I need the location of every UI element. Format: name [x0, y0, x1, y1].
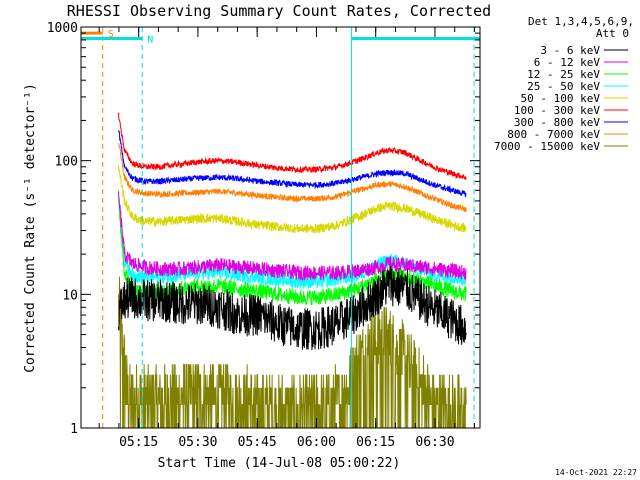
plot-frame	[80, 26, 481, 429]
x-tick-label: 05:45	[238, 435, 277, 450]
legend-header-line-2: Att 0	[596, 27, 629, 40]
series-line-800-7000kev	[118, 143, 467, 212]
legend-header-line-1: Det 1,3,4,5,6,9,	[528, 15, 634, 28]
legend-label: 300 - 800 keV	[514, 116, 600, 129]
legend-label: 25 - 50 keV	[527, 80, 600, 93]
y-tick-label: 10	[62, 288, 78, 303]
x-axis-label: Start Time (14-Jul-08 05:00:22)	[158, 456, 401, 471]
legend-label: 100 - 300 keV	[514, 104, 600, 117]
x-tick-label: 05:30	[178, 435, 217, 450]
x-tick-label: 05:15	[119, 435, 158, 450]
series-line-100-300kev	[118, 112, 467, 180]
x-tick-label: 06:15	[356, 435, 395, 450]
legend-label: 12 - 25 keV	[527, 68, 600, 81]
flag-label-s: S	[108, 29, 114, 40]
series-line-7000-15000kev	[118, 276, 467, 428]
timestamp: 14-Oct-2021 22:27	[555, 468, 637, 477]
x-tick-label: 06:00	[297, 435, 336, 450]
series-line-50-100kev	[118, 164, 467, 234]
y-axis-label: Corrected Count Rate (s⁻¹ detector⁻¹)	[23, 83, 38, 373]
x-tick-label: 06:30	[415, 435, 454, 450]
legend-label: 6 - 12 keV	[534, 56, 601, 69]
series-line-300-800kev	[118, 130, 467, 198]
legend-label: 800 - 7000 keV	[507, 128, 600, 141]
legend-label: 3 - 6 keV	[540, 44, 600, 57]
chart-title: RHESSI Observing Summary Count Rates, Co…	[67, 2, 491, 20]
y-tick-label: 1	[70, 422, 78, 437]
plot-area: S N 1 10 100 1000 05:15 05:30 05:45 06:00 06:15 06:…	[47, 21, 481, 450]
series-line-6-12kev	[118, 191, 467, 281]
legend-label: 7000 - 15000 keV	[494, 140, 600, 153]
series-line-3-6kev	[118, 265, 467, 351]
y-tick-label: 100	[55, 155, 78, 170]
legend-label: 50 - 100 keV	[521, 92, 601, 105]
y-tick-label: 1000	[47, 21, 78, 36]
flag-label-n: N	[147, 35, 153, 46]
